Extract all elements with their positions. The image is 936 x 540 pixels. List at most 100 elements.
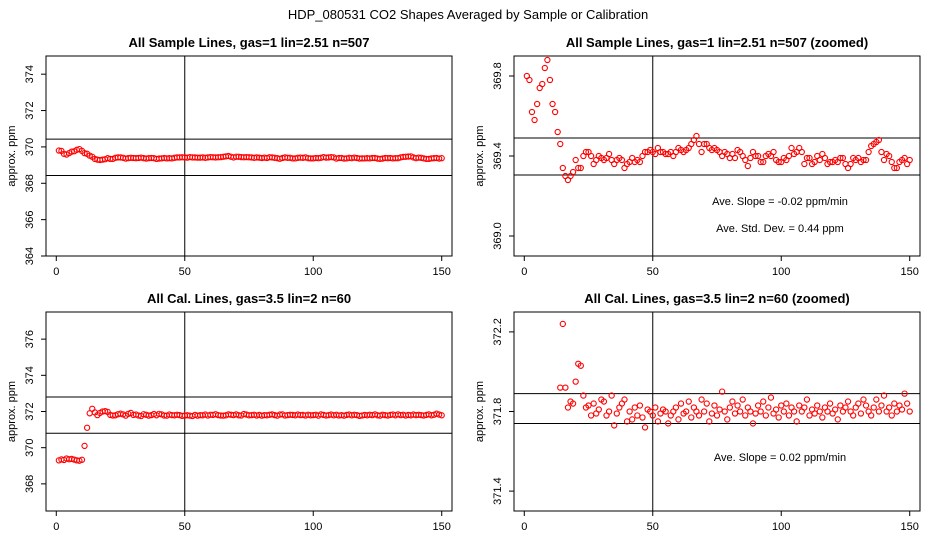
data-point [729,398,736,405]
data-point [775,414,782,421]
data-point [731,410,739,417]
data-point [716,406,723,413]
data-point [626,408,633,415]
data-point [747,408,754,415]
data-point [826,158,834,166]
data-point [572,378,579,385]
data-point [860,156,867,164]
chart-title: All Sample Lines, gas=1 lin=2.51 n=507 [129,35,370,50]
data-point [533,100,541,108]
y-tick-label: 372 [24,402,36,420]
chart-annotation: Ave. Slope = 0.02 ppm/min [714,452,846,464]
data-point [677,400,685,407]
data-point [816,408,823,415]
data-point [569,400,577,407]
data-point [436,411,443,418]
chart-title: All Sample Lines, gas=1 lin=2.51 n=507 (… [566,35,868,50]
y-tick-label: 374 [24,366,36,384]
data-point [765,404,772,411]
data-point [893,164,901,172]
data-point [731,154,739,162]
data-point [701,140,708,148]
data-point [541,64,548,72]
data-point [901,390,908,397]
data-point [847,160,854,168]
data-point [775,158,782,166]
y-tick-label: 370 [24,138,36,156]
data-point [713,412,721,419]
data-point [839,154,847,162]
data-point [862,156,870,164]
data-point [749,420,757,427]
x-tick-label: 0 [521,521,527,533]
data-point [117,410,124,417]
data-point [652,150,659,158]
y-tick-label: 364 [24,247,36,265]
x-tick-label: 100 [304,521,322,533]
data-point [605,408,613,415]
data-point [788,144,795,152]
data-point [631,404,638,411]
data-point [904,400,911,407]
data-point [778,402,785,409]
data-point [636,158,644,166]
y-tick-label: 371.4 [492,477,504,505]
data-point [693,132,700,140]
data-point [752,410,759,417]
data-point [762,412,769,419]
data-point [760,398,767,405]
data-point [55,147,62,154]
data-point [685,398,692,405]
data-series [557,320,913,431]
chart-cal-zoom: All Cal. Lines, gas=3.5 lin=2 n=60 (zoom… [474,291,921,533]
data-point [780,408,787,415]
data-point [801,160,808,168]
data-point [888,412,895,419]
data-point [880,392,888,399]
data-point [868,412,875,419]
data-point [860,396,867,403]
y-tick-label: 368 [24,174,36,192]
data-point [531,116,538,124]
data-point [83,424,91,431]
y-tick-label: 369.0 [492,222,504,250]
x-tick-label: 150 [433,266,451,278]
data-point [618,156,626,164]
data-point [654,418,662,425]
data-point [629,416,636,423]
data-point [657,148,664,156]
data-point [580,392,587,399]
data-point [803,154,811,162]
data-point [559,320,566,328]
data-point [559,164,566,172]
data-point [747,154,754,162]
data-point [544,56,551,64]
data-point [757,408,764,415]
data-point [683,408,690,415]
data-point [801,404,808,411]
data-point [734,402,741,409]
data-point [711,402,718,409]
data-point [675,416,682,423]
data-point [636,402,644,409]
chart-cal-full: All Cal. Lines, gas=3.5 lin=2 n=60 0 50 100… [6,291,453,533]
data-point [888,158,895,166]
y-tick-label: 370 [24,439,36,457]
data-point [880,156,888,164]
data-point [742,412,749,419]
data-series [523,56,913,184]
y-tick-label: 369.4 [492,142,504,170]
data-point [855,400,862,407]
data-point [752,152,759,160]
data-point [865,148,872,156]
chart-annotation: Ave. Std. Dev. = 0.44 ppm [716,223,844,235]
data-point [613,410,620,417]
data-series [55,145,445,164]
data-point [438,412,445,419]
data-point [803,396,811,403]
data-point [898,406,906,413]
data-point [744,162,751,170]
chart-title: All Cal. Lines, gas=3.5 lin=2 n=60 (zoom… [584,291,850,306]
chart-sample-full: All Sample Lines, gas=1 lin=2.51 n=507 0 5… [6,35,453,278]
